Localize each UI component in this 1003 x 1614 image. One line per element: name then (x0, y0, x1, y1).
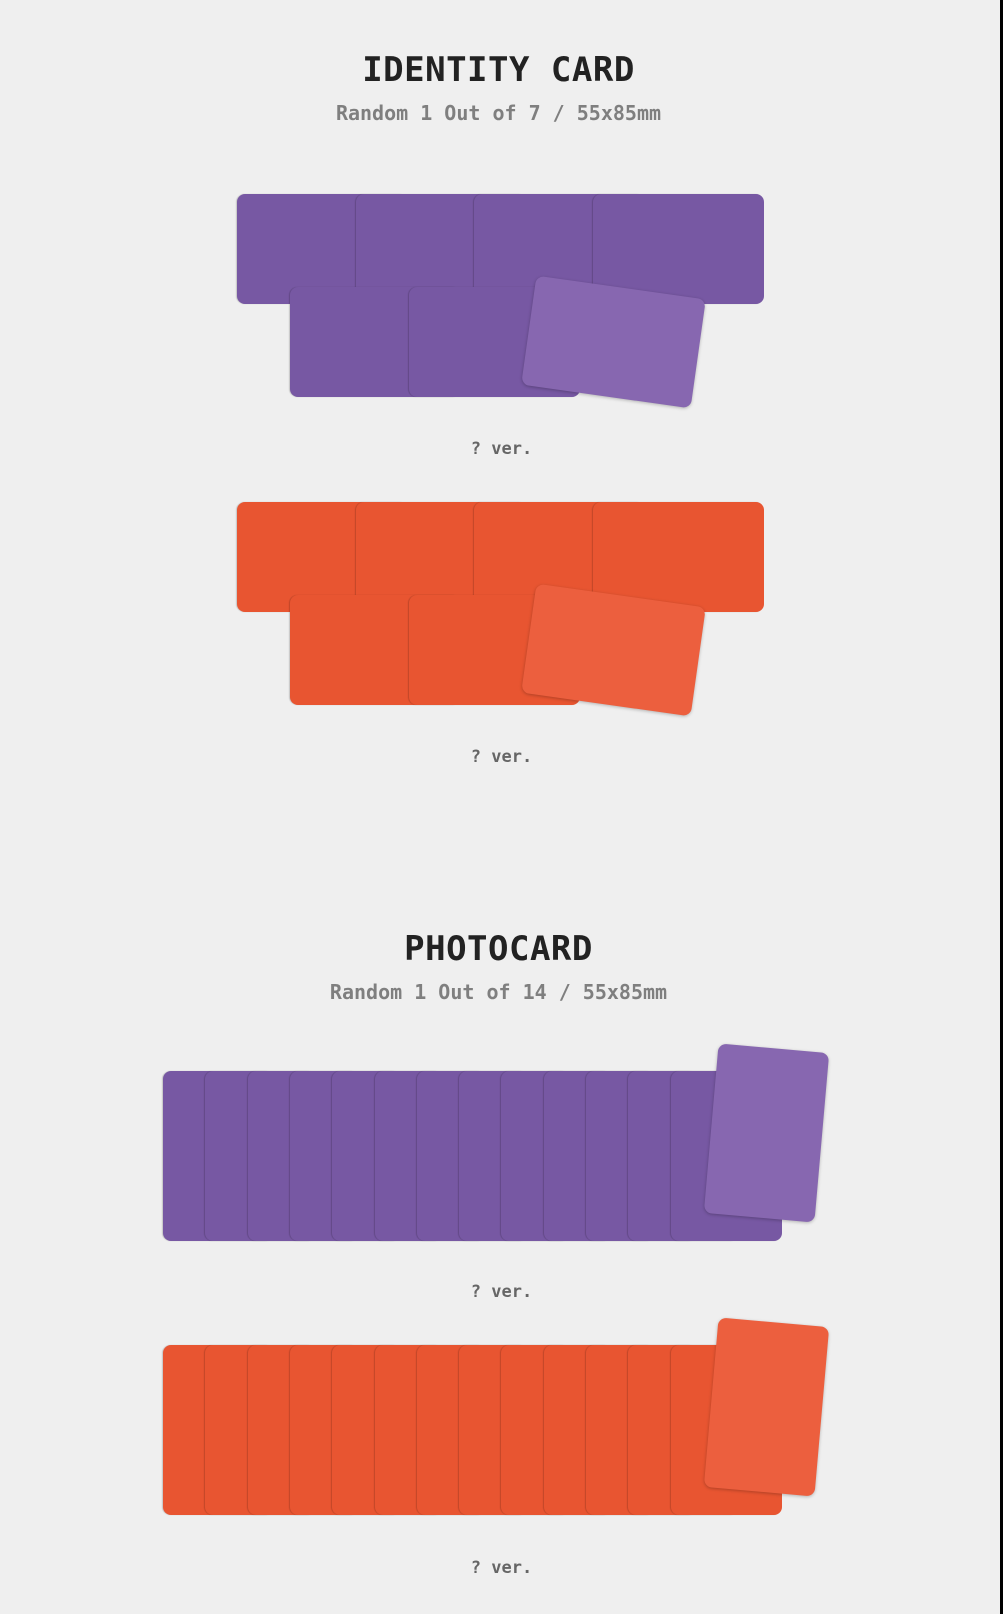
featured-card (521, 583, 706, 717)
photocard-version-label: ? ver. (470, 1558, 533, 1578)
identity-card-title: IDENTITY CARD (362, 50, 635, 90)
card (592, 194, 764, 304)
featured-card (521, 275, 706, 409)
featured-card (703, 1317, 830, 1497)
photocard-subtitle: Random 1 Out of 14 / 55x85mm (329, 980, 668, 1004)
right-edge-bar (1000, 0, 1003, 1614)
photocard-title: PHOTOCARD (404, 929, 593, 969)
featured-card (703, 1043, 830, 1223)
photocard-version-label: ? ver. (470, 1282, 533, 1302)
identity-card-version-label: ? ver. (470, 747, 533, 767)
identity-card-subtitle: Random 1 Out of 7 / 55x85mm (335, 101, 662, 125)
identity-card-version-label: ? ver. (470, 439, 533, 459)
card (592, 502, 764, 612)
